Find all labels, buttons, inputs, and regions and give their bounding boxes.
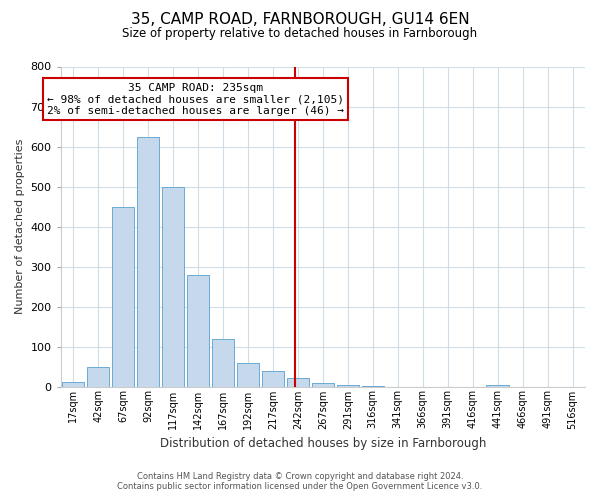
Text: Contains HM Land Registry data © Crown copyright and database right 2024.
Contai: Contains HM Land Registry data © Crown c…: [118, 472, 482, 491]
Text: 35 CAMP ROAD: 235sqm
← 98% of detached houses are smaller (2,105)
2% of semi-det: 35 CAMP ROAD: 235sqm ← 98% of detached h…: [47, 82, 344, 116]
Text: Size of property relative to detached houses in Farnborough: Size of property relative to detached ho…: [122, 28, 478, 40]
Bar: [87, 366, 109, 386]
Bar: [262, 372, 284, 386]
Bar: [337, 384, 359, 386]
Text: 35, CAMP ROAD, FARNBOROUGH, GU14 6EN: 35, CAMP ROAD, FARNBOROUGH, GU14 6EN: [131, 12, 469, 28]
Bar: [237, 362, 259, 386]
X-axis label: Distribution of detached houses by size in Farnborough: Distribution of detached houses by size …: [160, 437, 486, 450]
Bar: [112, 206, 134, 386]
Bar: [212, 340, 234, 386]
Bar: [137, 136, 160, 386]
Bar: [62, 382, 85, 386]
Bar: [162, 186, 184, 386]
Y-axis label: Number of detached properties: Number of detached properties: [15, 139, 25, 314]
Bar: [487, 384, 509, 386]
Bar: [287, 378, 309, 386]
Bar: [187, 274, 209, 386]
Bar: [311, 382, 334, 386]
